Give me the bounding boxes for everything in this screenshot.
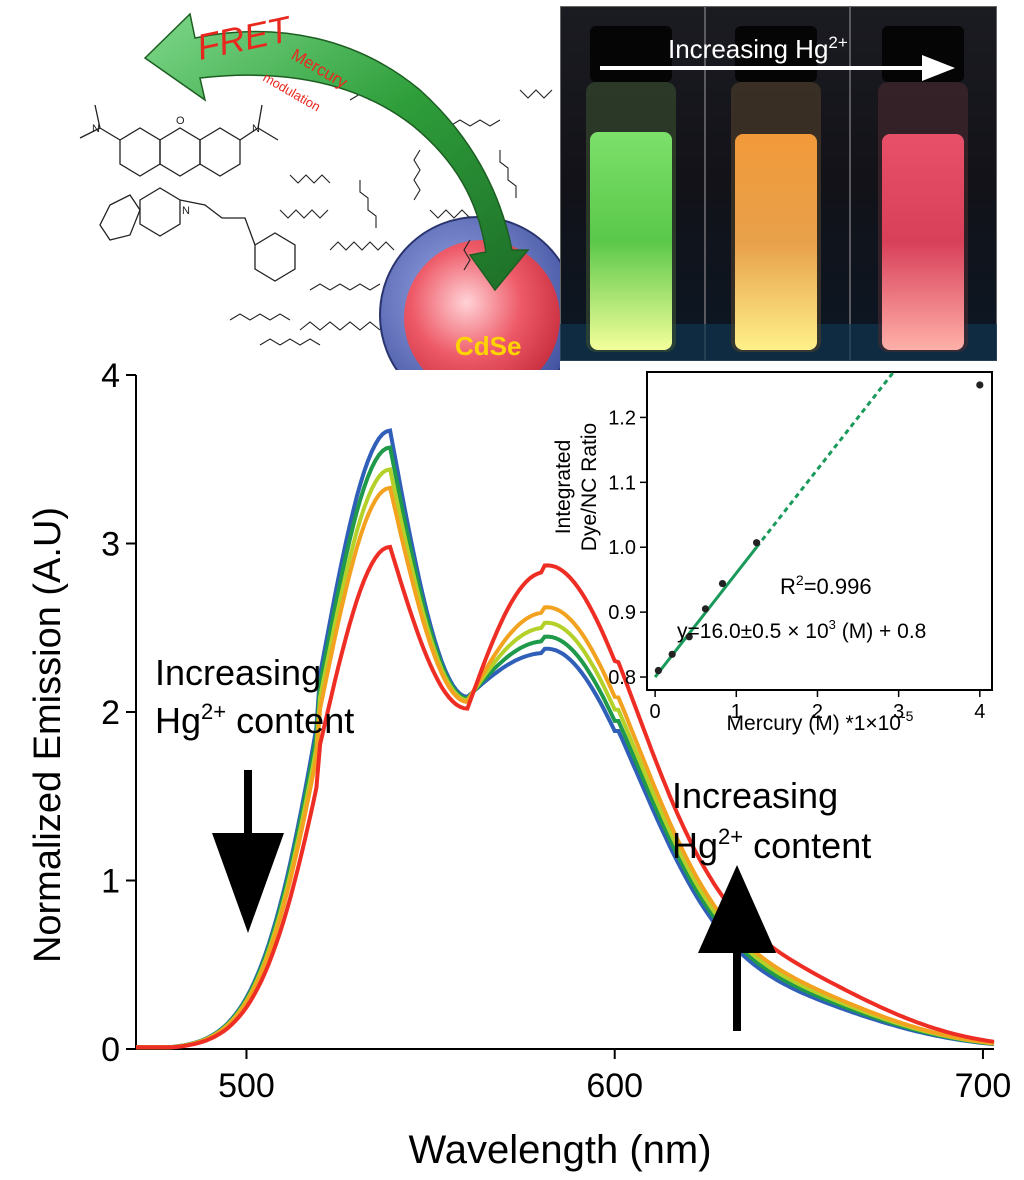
left-annotation-line1: Increasing [155, 652, 321, 693]
spectrum-series-5 [136, 544, 995, 1050]
left-annotation-sup: 2+ [201, 699, 226, 724]
inset-x-tick-label: 3 [893, 701, 904, 723]
inset-marks [653, 371, 984, 678]
photo-caption-sup: 2+ [828, 33, 847, 52]
inset-ylabel-line2: Dye/NC Ratio [578, 423, 601, 551]
right-annotation-line2: Hg2+ content [672, 824, 871, 866]
main-yaxis-label: Normalized Emission (A.U) [27, 507, 69, 963]
photo-caption: Increasing Hg2+ [668, 33, 848, 64]
dye-atom-n1: N [92, 123, 100, 135]
main-x-tick-label: 500 [218, 1067, 275, 1105]
right-annotation-sup: 2+ [718, 824, 743, 849]
inset-data-point [685, 633, 693, 641]
fret-arrow [143, 12, 530, 292]
inset-calibration-chart: 0.80.91.01.11.20 1 2 3 4 R2=0.996 y=16.0±0.5… [552, 371, 993, 735]
inset-x-tick-label: 2 [812, 701, 823, 723]
inset-y-tick-label: 0.9 [608, 602, 636, 624]
main-x-tick-label: 700 [955, 1067, 1012, 1105]
inset-y-tick-label: 1.0 [608, 537, 636, 559]
vial-liquid [882, 134, 964, 350]
main-x-tick-label: 600 [586, 1067, 643, 1105]
inset-xlabel-sup: -5 [901, 708, 914, 724]
inset-y-tick-label: 1.1 [608, 472, 636, 494]
r2-prefix: R [780, 574, 796, 599]
main-y-tick-label: 2 [101, 694, 120, 732]
equation-sup: 3 [829, 617, 836, 632]
inset-data-point [701, 605, 710, 613]
fret-schematic: CdSe N N O N FRET Mercury modu [79, 8, 560, 370]
spectrum-series-4 [136, 485, 995, 1050]
right-annotation-content: content [743, 825, 871, 866]
inset-y-tick-label: 1.2 [608, 407, 636, 429]
rhodamine-dye-molecule [79, 104, 296, 282]
inset-ylabel-line1: Integrated [552, 440, 575, 535]
inset-equation: y=16.0±0.5 × 103 (M) + 0.8 [677, 617, 926, 643]
left-annotation: Increasing Hg2+ content [155, 652, 354, 933]
inset-data-point [668, 650, 676, 658]
nanocrystal-core [404, 240, 560, 370]
inset-data-point [976, 381, 984, 389]
up-arrow-head [698, 865, 776, 953]
down-arrow-head [212, 833, 284, 933]
main-axes: 0 1 2 3 4 500 600 700 [101, 357, 1011, 1105]
dye-atom-n3: N [182, 205, 190, 217]
vial-liquid [590, 132, 672, 350]
left-annotation-line2: Hg2+ content [155, 699, 354, 741]
inset-data-point [654, 666, 662, 675]
inset-data-point [752, 539, 761, 547]
left-annotation-content: content [226, 700, 354, 741]
dye-atom-n2: N [252, 123, 260, 135]
equation-suffix: (M) + 0.8 [836, 620, 926, 643]
ligand-chains [229, 89, 553, 346]
increasing-arrow [600, 55, 955, 81]
inset-fit-extrapolation [755, 371, 895, 549]
right-annotation: Increasing Hg2+ content [672, 775, 871, 1031]
main-y-tick-label: 0 [101, 1031, 120, 1069]
left-annotation-hg: Hg [155, 700, 201, 741]
cdse-label: CdSe [455, 331, 521, 361]
inset-x-tick-label: 4 [974, 701, 985, 723]
inset-xlabel-text: Mercury (M) *1×10 [727, 712, 901, 735]
right-annotation-line1: Increasing [672, 775, 838, 816]
inset-y-tick-label: 0.8 [608, 667, 636, 689]
inset-frame [646, 371, 993, 691]
vial-1 [586, 26, 676, 352]
main-xaxis-label: Wavelength (nm) [408, 1128, 711, 1172]
inset-xaxis-label: Mercury (M) *1×10-5 [727, 708, 914, 735]
r2-sup: 2 [796, 572, 804, 588]
main-y-tick-label: 1 [101, 863, 120, 901]
vial-photograph: Increasing Hg2+ [560, 6, 997, 361]
vial-2 [731, 26, 821, 352]
main-y-tick-label: 3 [101, 526, 120, 564]
vial-cap [590, 26, 672, 82]
equation-prefix: y=16.0±0.5 × 10 [677, 620, 829, 643]
inset-x-tick-label: 0 [650, 701, 661, 723]
r2-value: =0.996 [804, 574, 872, 599]
inset-x-tick-label: 1 [731, 701, 742, 723]
vial-liquid [735, 134, 817, 350]
inset-data-point [718, 579, 727, 588]
main-y-tick-label: 4 [101, 357, 120, 395]
inset-r2-text: R2=0.996 [780, 572, 872, 599]
inset-axes: 0.8 0.9 1.0 1.1 1.2 0 1 2 3 4 [608, 407, 985, 723]
photo-caption-text: Increasing Hg [668, 34, 828, 64]
emission-spectrum-chart: 0 1 2 3 4 500 600 700 Normalized Emission (A.U)… [27, 357, 1011, 1172]
right-annotation-hg: Hg [672, 825, 718, 866]
main-series-group [136, 428, 995, 1050]
dye-atom-o: O [176, 115, 185, 127]
